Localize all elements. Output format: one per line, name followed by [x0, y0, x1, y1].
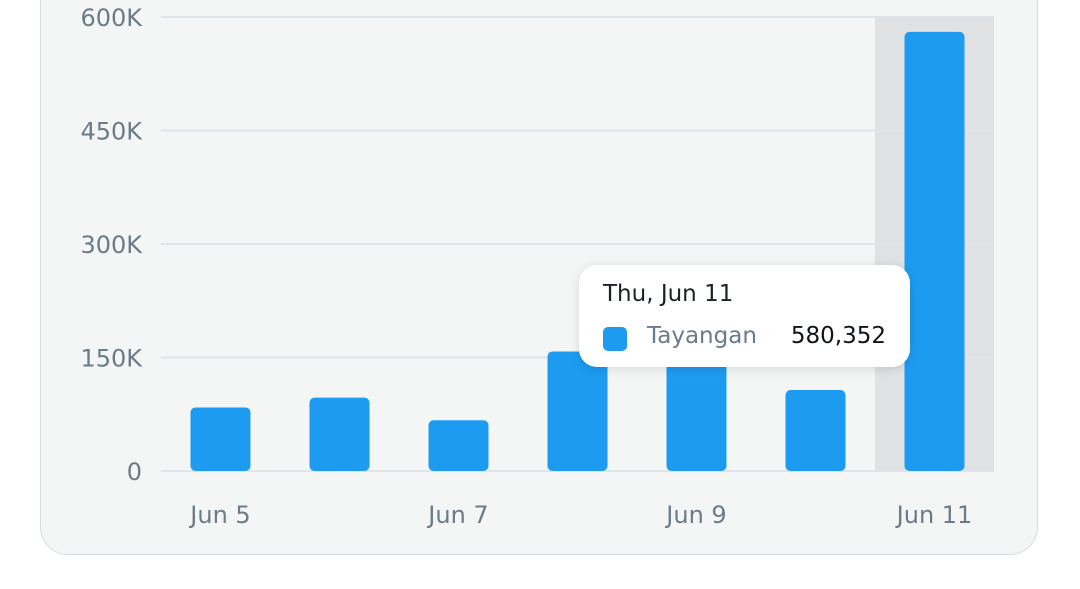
bar[interactable] [309, 397, 370, 471]
y-tick-label: 450K [80, 118, 143, 146]
x-tick-label: Jun 11 [895, 501, 973, 529]
bar[interactable] [666, 357, 727, 472]
tooltip-series-name: Tayangan [647, 323, 757, 349]
x-tick-label: Jun 5 [188, 501, 250, 529]
bar[interactable] [904, 31, 965, 472]
x-tick-label: Jun 7 [426, 501, 488, 529]
x-tick-label: Jun 9 [664, 501, 726, 529]
y-tick-label: 600K [80, 4, 143, 32]
y-tick-label: 150K [80, 345, 143, 373]
bar[interactable] [785, 390, 846, 471]
bar[interactable] [428, 420, 489, 471]
y-tick-label: 0 [127, 458, 142, 486]
tooltip-value: 580,352 [790, 323, 886, 349]
chart-tooltip: Thu, Jun 11 Tayangan 580,352 [579, 265, 910, 367]
tooltip-series-swatch [603, 327, 627, 351]
bar[interactable] [547, 351, 608, 471]
bar[interactable] [190, 407, 251, 471]
y-tick-label: 300K [80, 231, 143, 259]
tooltip-date: Thu, Jun 11 [603, 281, 734, 307]
